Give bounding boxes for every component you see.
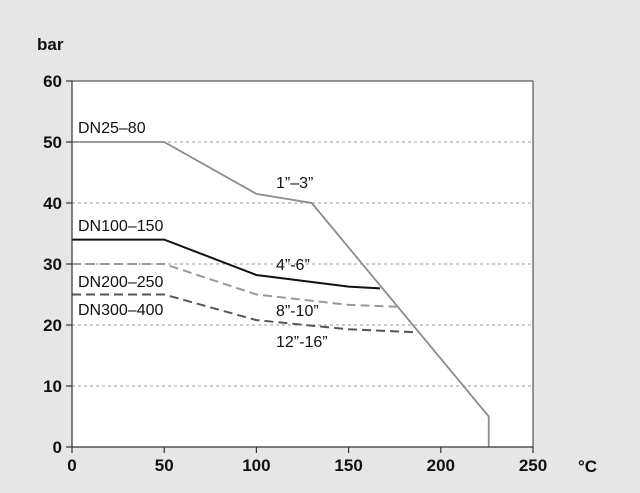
x-tick-label-0: 0 [67, 456, 76, 475]
series-line-envelope [72, 141, 490, 447]
y-tick-label-3: 30 [43, 255, 62, 274]
series-label-dn200-dn: DN200–250 [78, 274, 164, 291]
y-tick-label-1: 10 [43, 377, 62, 396]
series-lines [72, 141, 490, 447]
series-label-dn100-dn: DN100–150 [78, 218, 164, 235]
x-tick-label-1: 50 [155, 456, 174, 475]
series-label-envelope-dn: DN25–80 [78, 120, 146, 137]
x-tick-label-3: 150 [334, 456, 362, 475]
series-line-dn100 [72, 238, 381, 290]
x-axis-unit: °C [578, 457, 597, 476]
series-label-dn200-inch: 8”-10” [276, 303, 319, 320]
y-tick-label-2: 20 [43, 316, 62, 335]
y-tick-label-5: 50 [43, 133, 62, 152]
series-line-dn200 [72, 263, 397, 308]
series-label-dn300-dn: DN300–400 [78, 302, 164, 319]
tick-labels: 0 50 100 150 200 250 0 10 20 30 40 50 60 [43, 72, 547, 475]
series-label-envelope-inch: 1”–3” [276, 175, 313, 192]
y-tick-label-0: 0 [53, 438, 62, 457]
series-label-dn100-inch: 4”-6” [276, 257, 310, 274]
y-tick-label-6: 60 [43, 72, 62, 91]
y-axis-unit: bar [37, 35, 64, 54]
series-line-dn300 [72, 293, 417, 334]
x-tick-label-2: 100 [242, 456, 270, 475]
x-tick-label-5: 250 [519, 456, 547, 475]
y-tick-label-4: 40 [43, 194, 62, 213]
x-tick-label-4: 200 [427, 456, 455, 475]
series-label-dn300-inch: 12”-16” [276, 334, 328, 351]
series-labels: DN25–80 1”–3” DN100–150 4”-6” DN200–250 8”-10… [78, 120, 328, 351]
grid-lines [72, 141, 533, 387]
